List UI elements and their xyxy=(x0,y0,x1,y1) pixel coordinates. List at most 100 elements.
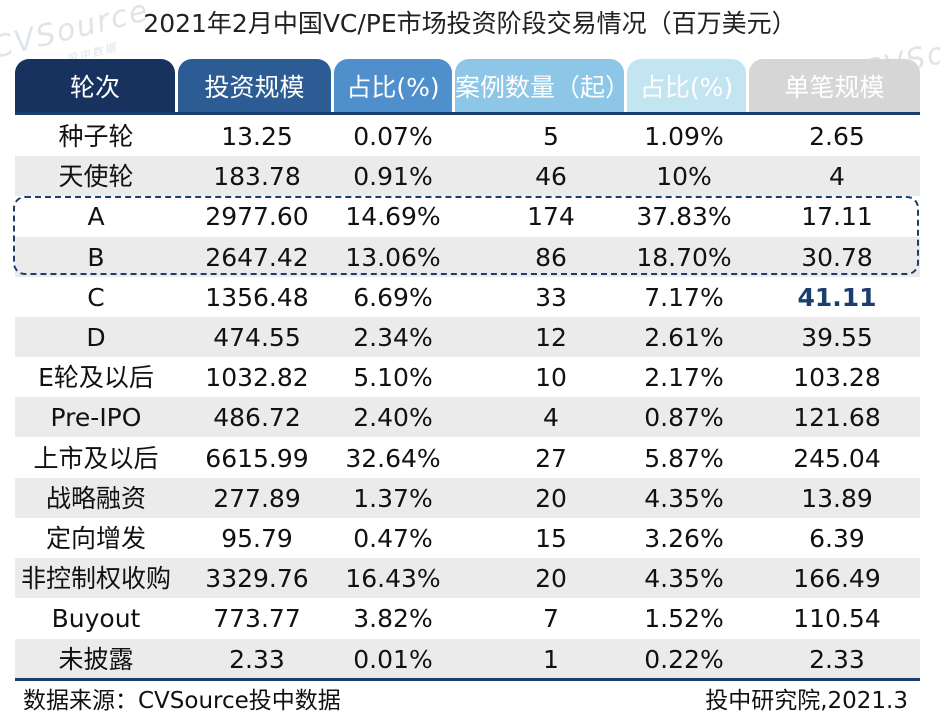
table-cell: 12 xyxy=(535,323,567,352)
table-cell: 0.07% xyxy=(353,122,433,151)
table-cell: 天使轮 xyxy=(58,162,134,192)
table-row: 定向增发 95.79 0.47% 15 3.26% 6.39 xyxy=(15,518,920,558)
table-cell: 18.70% xyxy=(636,242,732,272)
table-cell: 6.69% xyxy=(353,282,433,312)
table-cell: 4 xyxy=(543,403,559,433)
table-cell: 1.37% xyxy=(353,483,433,513)
table-cell: Pre-IPO xyxy=(50,403,142,433)
header-rule xyxy=(15,112,920,115)
table-cell: E轮及以后 xyxy=(38,363,154,393)
table-cell: 103.28 xyxy=(793,363,881,393)
table-cell: 2.40% xyxy=(353,403,433,433)
table-cell: 174 xyxy=(527,202,575,232)
table-cell: 0.47% xyxy=(353,524,433,553)
header-amount-share: 占比(%) xyxy=(334,59,452,113)
table-row: A 2977.60 14.69% 174 37.83% 17.11 xyxy=(15,196,920,236)
table-cell: 6.39 xyxy=(809,524,865,553)
table-cell: 10% xyxy=(656,162,712,192)
table-cell: 2.33 xyxy=(809,644,865,674)
table-cell: 1356.48 xyxy=(205,282,309,312)
table-row: 非控制权收购 3329.76 16.43% 20 4.35% 166.49 xyxy=(15,558,920,599)
table-cell: 2.17% xyxy=(644,363,724,393)
table-cell: 未披露 xyxy=(58,644,134,674)
table-cell: 2.33 xyxy=(229,644,285,674)
table-cell: 486.72 xyxy=(213,403,301,433)
table-cell: 3.26% xyxy=(644,524,724,553)
table-row: 天使轮 183.78 0.91% 46 10% 4 xyxy=(15,156,920,197)
table-cell: 33 xyxy=(535,282,567,312)
table-cell: 战略融资 xyxy=(45,483,146,513)
table-cell: 6615.99 xyxy=(205,443,309,473)
table-cell: 1032.82 xyxy=(205,363,309,393)
table-cell: 41.11 xyxy=(797,282,877,312)
table-cell: 5 xyxy=(543,122,559,151)
table-cell: 1.09% xyxy=(644,122,724,151)
table-cell: Buyout xyxy=(51,604,141,634)
table-cell: C xyxy=(87,282,105,312)
table-cell: 13.89 xyxy=(801,483,873,513)
table-cell: 14.69% xyxy=(345,202,441,232)
table-cell: 0.87% xyxy=(644,403,724,433)
credit: 投中研究院,2021.3 xyxy=(705,688,908,714)
table-cell: 121.68 xyxy=(793,403,881,433)
table-cell: 4 xyxy=(829,162,845,192)
table-cell: 4.35% xyxy=(644,564,724,594)
table-cell: 定向增发 xyxy=(45,524,146,553)
table-cell: 27 xyxy=(535,443,567,473)
table-row: B 2647.42 13.06% 86 18.70% 30.78 xyxy=(15,236,920,277)
table-cell: 3329.76 xyxy=(205,564,309,594)
table-cell: 15 xyxy=(535,524,567,553)
table-cell: 0.91% xyxy=(353,162,433,192)
chart-title: 2021年2月中国VC/PE市场投资阶段交易情况（百万美元） xyxy=(143,9,797,38)
table-cell: 13.25 xyxy=(221,122,293,151)
table-cell: 7.17% xyxy=(644,282,724,312)
table-cell: 2647.42 xyxy=(205,242,309,272)
table-row: 种子轮 13.25 0.07% 5 1.09% 2.65 xyxy=(15,116,920,156)
table-cell: 16.43% xyxy=(345,564,441,594)
table-cell: 46 xyxy=(535,162,567,192)
table-cell: 277.89 xyxy=(213,483,301,513)
table-cell: 4.35% xyxy=(644,483,724,513)
table-cell: 种子轮 xyxy=(58,122,134,151)
data-source: 数据来源：CVSource投中数据 xyxy=(23,688,341,714)
table-cell: D xyxy=(86,323,106,352)
highlight-box-a-b xyxy=(13,196,919,275)
bottom-rule xyxy=(15,678,920,681)
table-row: 上市及以后 6615.99 32.64% 27 5.87% 245.04 xyxy=(15,438,920,478)
table-cell: 183.78 xyxy=(213,162,301,192)
table-cell: 773.77 xyxy=(213,604,301,634)
table-cell: 37.83% xyxy=(636,202,732,232)
table-cell: 86 xyxy=(535,242,567,272)
table-cell: 5.87% xyxy=(644,443,724,473)
table-row: 未披露 2.33 0.01% 1 0.22% 2.33 xyxy=(15,638,920,679)
table-cell: 32.64% xyxy=(345,443,441,473)
header-amount: 投资规模 xyxy=(178,59,331,113)
table-cell: 上市及以后 xyxy=(33,443,159,473)
table-cell: 5.10% xyxy=(353,363,433,393)
table-cell: 13.06% xyxy=(345,242,441,272)
table-row: E轮及以后 1032.82 5.10% 10 2.17% 103.28 xyxy=(15,357,920,397)
table-cell: 1.52% xyxy=(644,604,724,634)
header-count-share: 占比(%) xyxy=(627,59,746,113)
table-cell: 非控制权收购 xyxy=(20,564,171,594)
table-cell: 7 xyxy=(543,604,559,634)
table-cell: 2.65 xyxy=(809,122,865,151)
header-round: 轮次 xyxy=(15,59,175,113)
table-cell: B xyxy=(87,242,105,272)
table-cell: 20 xyxy=(535,564,567,594)
header-deal-count: 案例数量（起） xyxy=(455,59,624,113)
table-cell: 39.55 xyxy=(801,323,873,352)
table-cell: 0.01% xyxy=(353,644,433,674)
table-row: Buyout 773.77 3.82% 7 1.52% 110.54 xyxy=(15,598,920,638)
table-cell: A xyxy=(87,202,105,232)
table-cell: 3.82% xyxy=(353,604,433,634)
table-row: D 474.55 2.34% 12 2.61% 39.55 xyxy=(15,317,920,357)
table-row: 战略融资 277.89 1.37% 20 4.35% 13.89 xyxy=(15,477,920,518)
table-cell: 245.04 xyxy=(793,443,881,473)
table-cell: 2.61% xyxy=(644,323,724,352)
table-cell: 10 xyxy=(535,363,567,393)
table-cell: 20 xyxy=(535,483,567,513)
table-cell: 474.55 xyxy=(213,323,301,352)
table-cell: 17.11 xyxy=(801,202,873,232)
table-header: 轮次 投资规模 占比(%) 案例数量（起） 占比(%) 单笔规模 xyxy=(15,59,920,113)
